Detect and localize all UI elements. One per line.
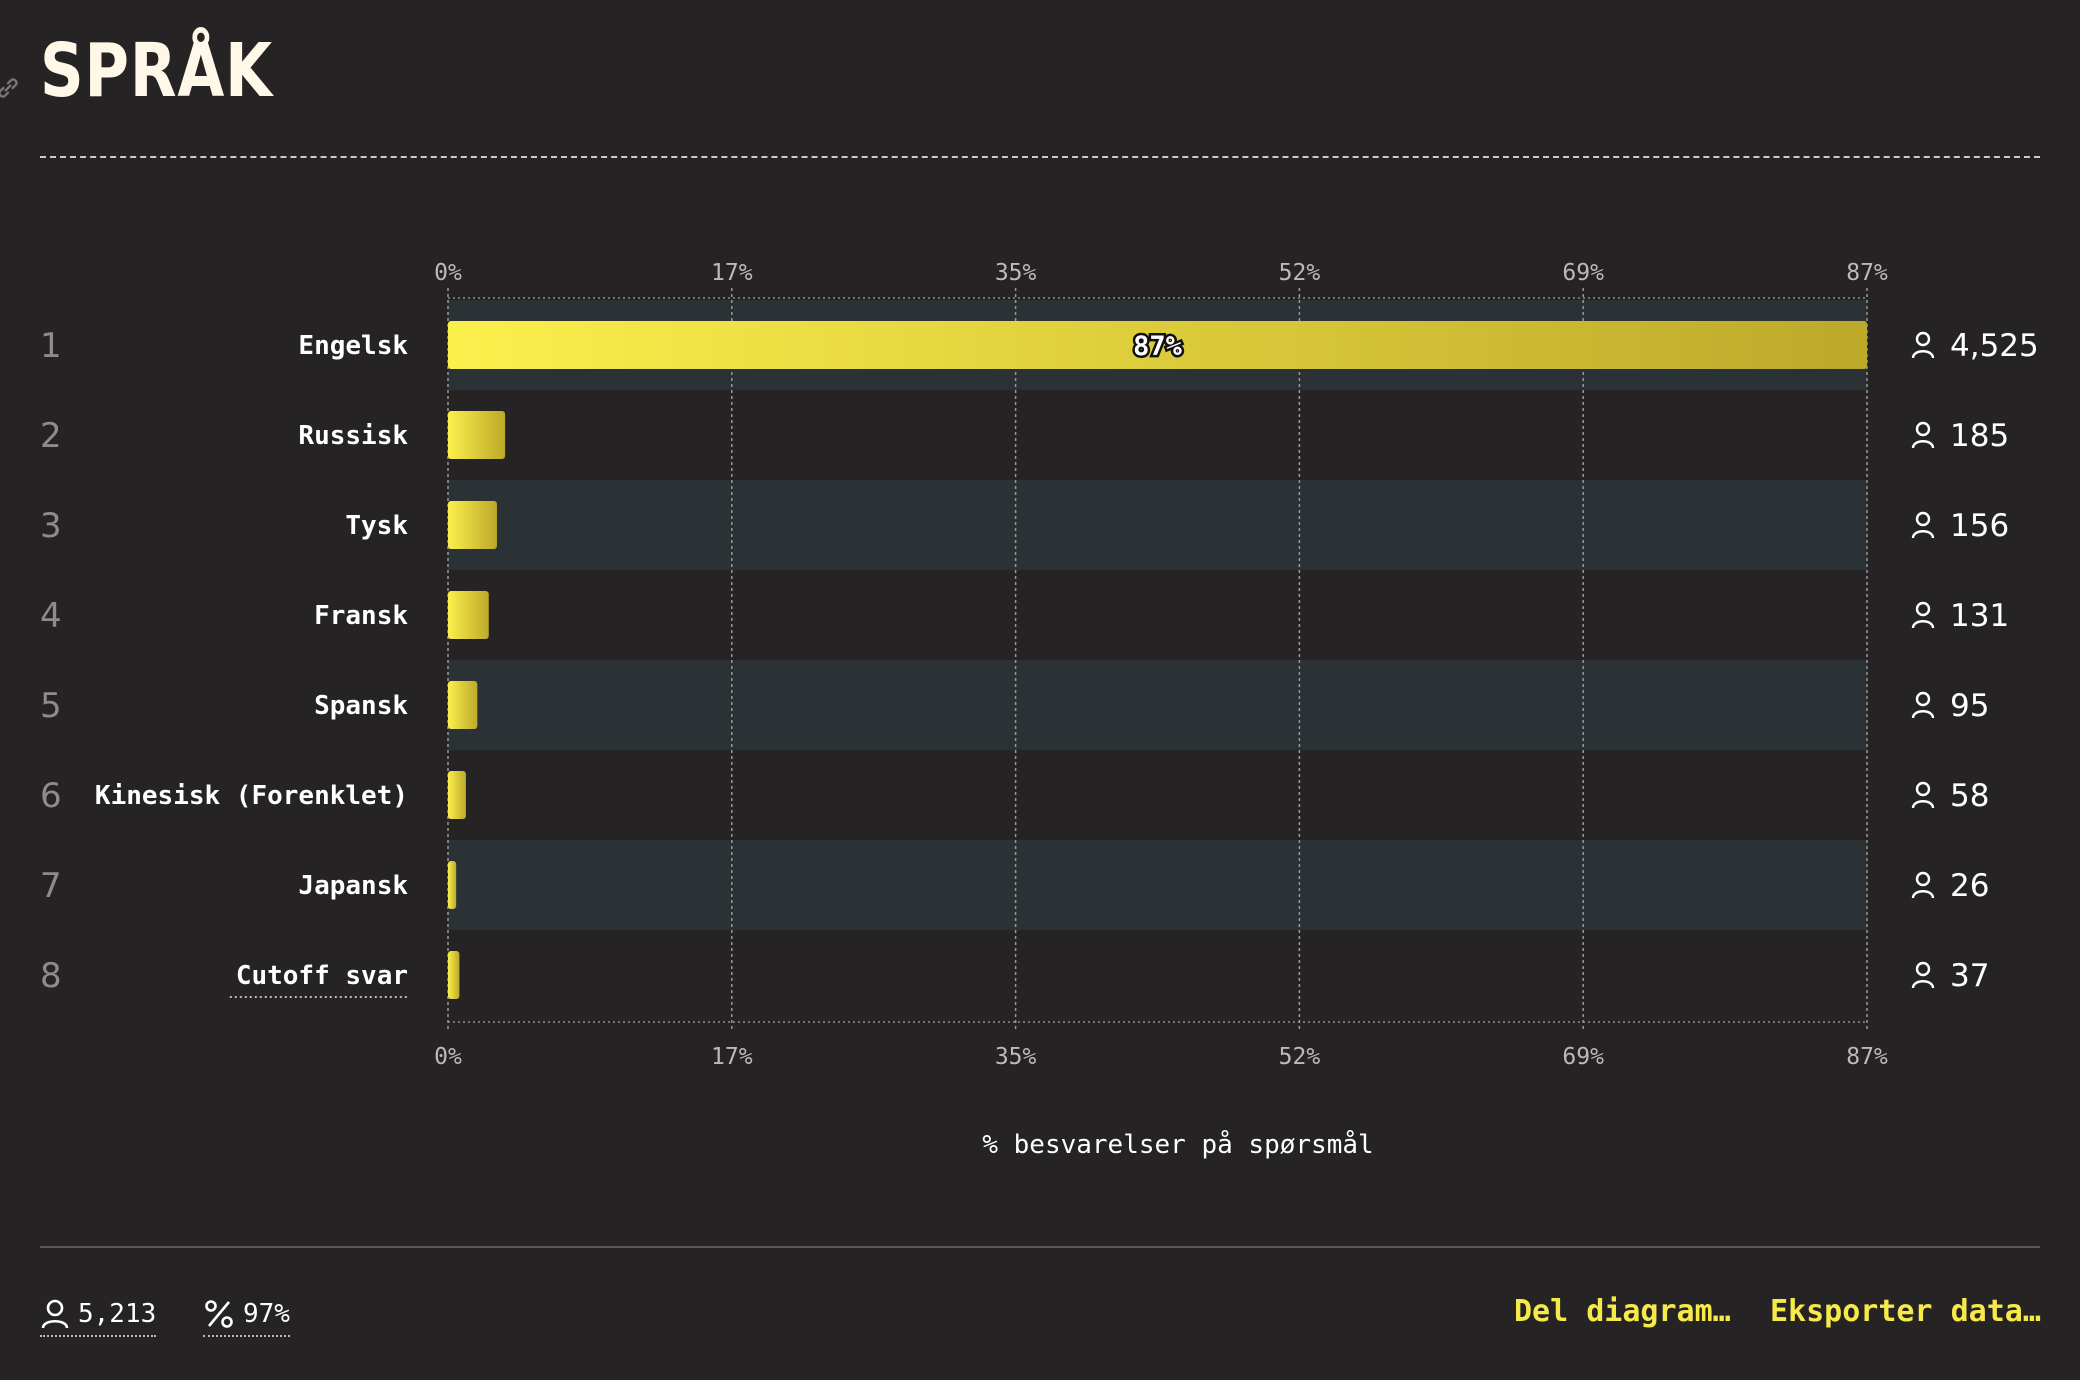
bar[interactable]	[448, 861, 457, 909]
rank-label: 5	[40, 686, 62, 726]
category-label[interactable]: Cutoff svar	[236, 961, 408, 991]
person-icon	[1911, 601, 1935, 629]
category-label: Kinesisk (Forenklet)	[95, 781, 408, 811]
category-label: Russisk	[298, 421, 408, 451]
row-band	[448, 840, 1867, 930]
respondent-count: 95	[1950, 688, 1989, 724]
link-icon[interactable]	[0, 74, 22, 102]
respondent-count: 156	[1950, 508, 2009, 544]
bar[interactable]	[448, 771, 466, 819]
person-icon	[1911, 961, 1935, 989]
percent-value: 97%	[243, 1299, 290, 1329]
rank-label: 8	[40, 956, 62, 996]
bar[interactable]	[448, 591, 489, 639]
respondent-count: 37	[1950, 958, 1989, 994]
person-icon	[1911, 871, 1935, 899]
bar-value-label: 87%	[1133, 331, 1183, 362]
bar[interactable]	[448, 681, 478, 729]
category-label: Tysk	[345, 511, 408, 541]
export-data-button[interactable]: Eksporter data…	[1770, 1294, 2041, 1329]
rank-label: 4	[40, 596, 62, 636]
person-icon	[1911, 421, 1935, 449]
x-tick-label-bottom: 87%	[1846, 1044, 1888, 1070]
x-tick-label-top: 52%	[1279, 260, 1321, 286]
x-tick-label-bottom: 0%	[434, 1044, 462, 1070]
person-icon	[1911, 781, 1935, 809]
title-divider	[40, 156, 2040, 158]
row-band	[448, 660, 1867, 750]
x-tick-label-top: 35%	[995, 260, 1037, 286]
x-tick-label-top: 87%	[1846, 260, 1888, 286]
person-icon	[1911, 331, 1935, 359]
respondent-count: 58	[1950, 778, 1989, 814]
bar[interactable]	[448, 411, 506, 459]
chart-title: SPRÅK	[40, 28, 273, 114]
bar-chart: 0% 0% 17% 17% 35% 35% 52% 52% 69% 69% 87% 87% 87% 1 En…	[40, 260, 2039, 1160]
person-icon	[1911, 691, 1935, 719]
rank-label: 1	[40, 326, 62, 366]
category-label: Japansk	[298, 871, 408, 901]
rank-label: 2	[40, 416, 62, 456]
bar[interactable]	[448, 501, 497, 549]
respondent-count: 185	[1950, 418, 2009, 454]
x-tick-label-top: 69%	[1562, 260, 1604, 286]
percent-icon	[205, 1300, 233, 1328]
x-tick-label-top: 17%	[711, 260, 753, 286]
x-tick-label-bottom: 52%	[1279, 1044, 1321, 1070]
rank-label: 6	[40, 776, 62, 816]
person-icon	[1911, 511, 1935, 539]
category-label: Engelsk	[298, 331, 408, 361]
bar[interactable]	[448, 321, 1867, 369]
percent-stat[interactable]: 97%	[203, 1293, 290, 1337]
footer-divider	[40, 1246, 2040, 1248]
respondent-count: 26	[1950, 868, 1989, 904]
x-axis-label: % besvarelser på spørsmål	[982, 1129, 1373, 1160]
respondent-count: 4,525	[1950, 328, 2039, 364]
category-label: Fransk	[314, 601, 408, 631]
rank-label: 7	[40, 866, 62, 906]
x-tick-label-top: 0%	[434, 260, 462, 286]
x-tick-label-bottom: 17%	[711, 1044, 753, 1070]
share-chart-button[interactable]: Del diagram…	[1514, 1294, 1731, 1329]
x-tick-label-bottom: 35%	[995, 1044, 1037, 1070]
row-band	[448, 480, 1867, 570]
respondent-count: 131	[1950, 598, 2009, 634]
x-tick-label-bottom: 69%	[1562, 1044, 1604, 1070]
bar[interactable]	[448, 951, 460, 999]
person-icon	[41, 1299, 69, 1329]
rank-label: 3	[40, 506, 62, 546]
respondents-count: 5,213	[78, 1299, 157, 1329]
respondents-stat[interactable]: 5,213	[40, 1293, 157, 1337]
category-label: Spansk	[314, 691, 408, 721]
